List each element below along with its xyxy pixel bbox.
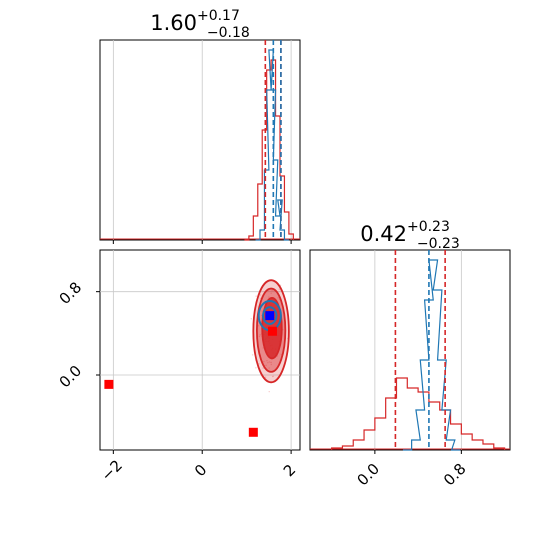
marker-marker_red [248, 427, 258, 437]
marginal-y-ticks: 0.0 0.8 [354, 450, 470, 489]
sample-point [258, 335, 261, 338]
marginal-y-panel: 0.0 0.8 0.42+0.23 −0.23 [309, 219, 511, 489]
sample-point [278, 288, 280, 290]
marginal-x-grid [112, 40, 292, 240]
x-tick-label: 2 [280, 461, 299, 480]
sample-point [250, 318, 252, 320]
sample-point [255, 367, 257, 369]
sample-point [270, 292, 272, 295]
joint-panel: −2 0 2 0.0 0.8 [56, 249, 301, 485]
joint-frame [99, 249, 301, 451]
sample-point [265, 364, 267, 366]
x-tick-label: −2 [98, 456, 126, 484]
sample-point [259, 294, 262, 296]
marginal-y-grid [374, 250, 462, 450]
marginal-y-title-minus: −0.23 [417, 236, 460, 252]
sample-point [255, 295, 257, 297]
marginal-y-title-value: 0.42 [360, 222, 407, 246]
marginal-y-quantile-lines [394, 250, 446, 450]
joint-markers [104, 311, 277, 437]
x-tick-label: 0.8 [440, 460, 470, 490]
sample-point [257, 325, 260, 327]
sample-point [268, 390, 270, 393]
sample-point [267, 362, 269, 364]
sample-point [268, 367, 270, 369]
sample-point [266, 359, 268, 362]
sample-point [262, 367, 264, 369]
sample-point [268, 296, 270, 298]
marginal-y-frame [309, 249, 511, 451]
marginal-x-frame [99, 39, 301, 241]
joint-grid [100, 250, 300, 450]
sample-point [270, 363, 272, 366]
sample-point [272, 375, 274, 377]
marker-marker_blue [265, 311, 275, 321]
hist-red [244, 59, 294, 241]
sample-point [280, 353, 282, 356]
sample-point [259, 334, 261, 336]
marker-marker_red [104, 379, 114, 389]
marginal-x-title-minus: −0.18 [207, 25, 250, 41]
sample-point [260, 314, 263, 317]
marker-marker_red [267, 326, 277, 336]
marginal-y-title: 0.42+0.23 −0.23 [360, 219, 460, 252]
hist-red [331, 377, 506, 450]
marginal-x-title-value: 1.60 [150, 11, 197, 35]
marginal-y-histograms [310, 259, 510, 451]
sample-point [270, 361, 272, 364]
sample-point [277, 297, 279, 299]
sample-point [263, 360, 265, 363]
sample-point [261, 310, 263, 312]
sample-point [264, 376, 267, 379]
x-tick-label: 0.0 [354, 460, 384, 490]
contour-blue [262, 306, 278, 325]
y-tick-label: 0.8 [56, 278, 86, 308]
marginal-x-quantile-lines [264, 40, 282, 240]
hist-blue [402, 259, 461, 451]
marginal-x-title-plus: +0.17 [197, 8, 240, 24]
marginal-x-title: 1.60+0.17 −0.18 [150, 8, 250, 41]
sample-point [258, 363, 260, 365]
marginal-x-panel: 1.60+0.17 −0.18 [99, 8, 301, 244]
marginal-x-ticks [112, 240, 292, 244]
sample-point [251, 354, 254, 356]
marginal-x-histograms [100, 49, 300, 241]
sample-point [268, 361, 271, 363]
sample-point [271, 289, 273, 292]
x-tick-label: 0 [191, 461, 210, 480]
y-tick-label: 0.0 [56, 362, 86, 392]
marginal-y-title-plus: +0.23 [407, 219, 450, 235]
